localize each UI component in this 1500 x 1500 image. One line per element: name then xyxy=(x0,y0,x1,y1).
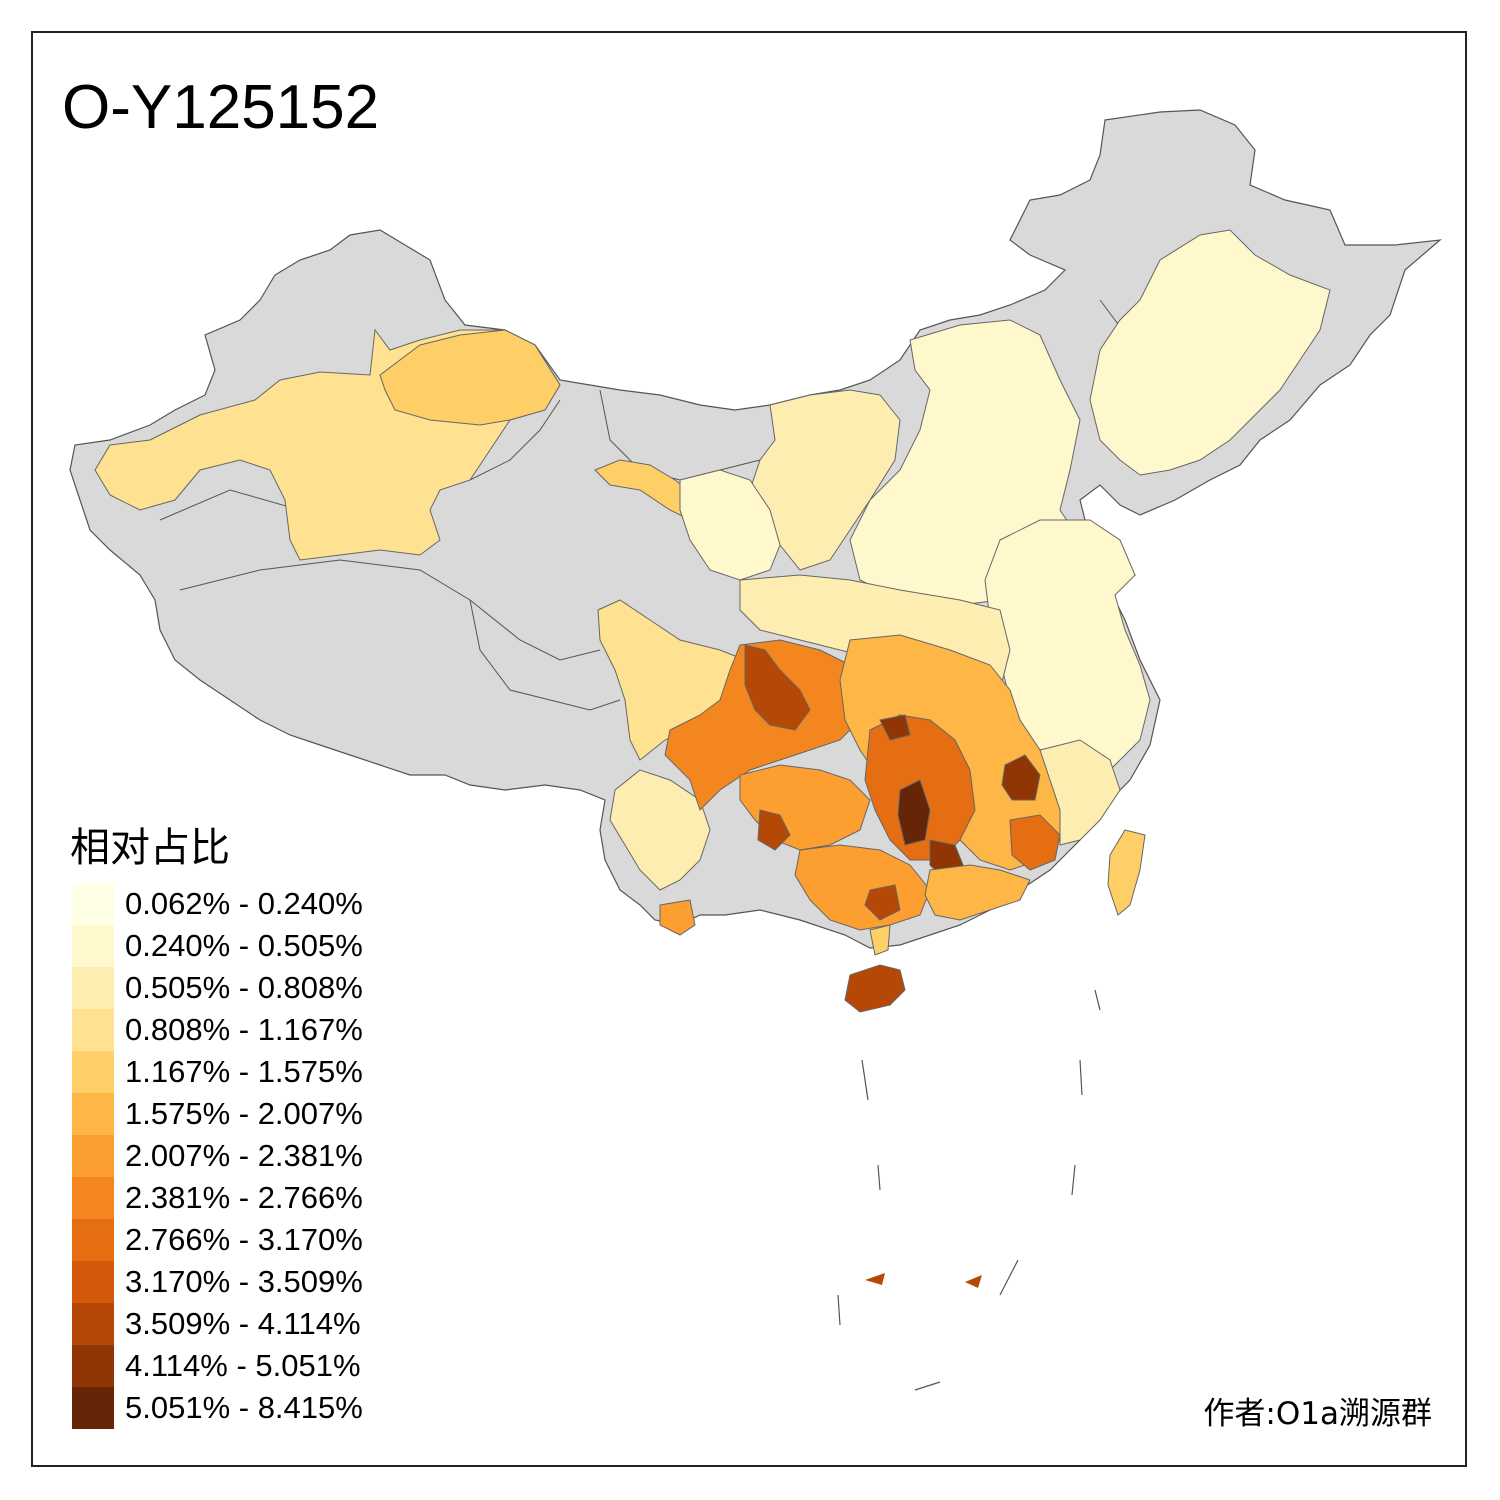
legend-swatch xyxy=(72,1135,114,1177)
south-sea-islands xyxy=(837,989,1101,1391)
legend-swatch xyxy=(72,1009,114,1051)
legend-item: 0.505% - 0.808% xyxy=(70,967,410,1009)
legend-swatch xyxy=(72,883,114,925)
region-guangxi-dark xyxy=(864,884,901,921)
legend-label: 2.766% - 3.170% xyxy=(125,1222,363,1257)
legend-label: 2.007% - 2.381% xyxy=(125,1138,363,1173)
region-hunan-darkest xyxy=(897,779,931,846)
region-xinjiang-north xyxy=(379,329,561,426)
map-frame xyxy=(31,31,1467,1467)
legend: 相对占比 0.062% - 0.240% 0.240% - 0.505% 0.5… xyxy=(70,815,363,1429)
legend-items: 0.062% - 0.240% 0.240% - 0.505% 0.505% -… xyxy=(70,883,410,1429)
legend-label: 3.509% - 4.114% xyxy=(125,1306,361,1341)
legend-item: 2.766% - 3.170% xyxy=(70,1219,410,1261)
region-jiangxi-dark xyxy=(1001,754,1041,801)
region-guangdong-east xyxy=(1009,814,1061,871)
legend-item: 4.114% - 5.051% xyxy=(70,1345,410,1387)
legend-swatch xyxy=(72,1219,114,1261)
legend-label: 1.167% - 1.575% xyxy=(125,1054,363,1089)
legend-label: 0.062% - 0.240% xyxy=(125,886,363,921)
region-shaanxi-gansu xyxy=(679,469,781,581)
legend-label: 0.240% - 0.505% xyxy=(125,928,363,963)
region-chongqing xyxy=(744,644,811,731)
legend-item: 3.509% - 4.114% xyxy=(70,1303,410,1345)
legend-label: 4.114% - 5.051% xyxy=(125,1348,361,1383)
region-yunnan-south xyxy=(659,899,696,936)
legend-swatch xyxy=(72,1093,114,1135)
legend-item: 1.167% - 1.575% xyxy=(70,1051,410,1093)
legend-swatch xyxy=(72,967,114,1009)
legend-label: 3.170% - 3.509% xyxy=(125,1264,363,1299)
legend-label: 2.381% - 2.766% xyxy=(125,1180,363,1215)
legend-label: 5.051% - 8.415% xyxy=(125,1390,363,1425)
region-leizhou xyxy=(869,924,891,956)
legend-item: 2.007% - 2.381% xyxy=(70,1135,410,1177)
legend-item: 1.575% - 2.007% xyxy=(70,1093,410,1135)
region-guizhou-dark xyxy=(757,809,791,851)
island-mark-2 xyxy=(965,1275,982,1288)
legend-swatch xyxy=(72,1345,114,1387)
region-hunan-dark-1 xyxy=(879,714,911,741)
legend-item: 0.240% - 0.505% xyxy=(70,925,410,967)
legend-item: 5.051% - 8.415% xyxy=(70,1387,410,1429)
legend-item: 3.170% - 3.509% xyxy=(70,1261,410,1303)
legend-swatch xyxy=(72,1261,114,1303)
legend-swatch xyxy=(72,925,114,967)
legend-swatch xyxy=(72,1177,114,1219)
map-title: O-Y125152 xyxy=(62,73,380,142)
region-yunnan-west xyxy=(609,769,711,891)
region-northeast xyxy=(1089,229,1331,476)
region-north-china-west xyxy=(749,389,901,571)
legend-label: 0.808% - 1.167% xyxy=(125,1012,363,1047)
legend-swatch xyxy=(72,1387,114,1429)
region-taiwan xyxy=(1107,829,1146,916)
legend-label: 0.505% - 0.808% xyxy=(125,970,363,1005)
legend-swatch xyxy=(72,1303,114,1345)
region-guangdong xyxy=(924,864,1031,921)
legend-item: 0.808% - 1.167% xyxy=(70,1009,410,1051)
legend-swatch xyxy=(72,1051,114,1093)
legend-title: 相对占比 xyxy=(70,825,230,871)
author-credit: 作者:O1a溯源群 xyxy=(1203,1396,1432,1432)
region-hainan xyxy=(844,964,906,1013)
legend-label: 1.575% - 2.007% xyxy=(125,1096,363,1131)
legend-item: 2.381% - 2.766% xyxy=(70,1177,410,1219)
region-fujian xyxy=(1039,739,1121,846)
island-mark-1 xyxy=(865,1273,885,1285)
legend-item: 0.062% - 0.240% xyxy=(70,883,410,925)
